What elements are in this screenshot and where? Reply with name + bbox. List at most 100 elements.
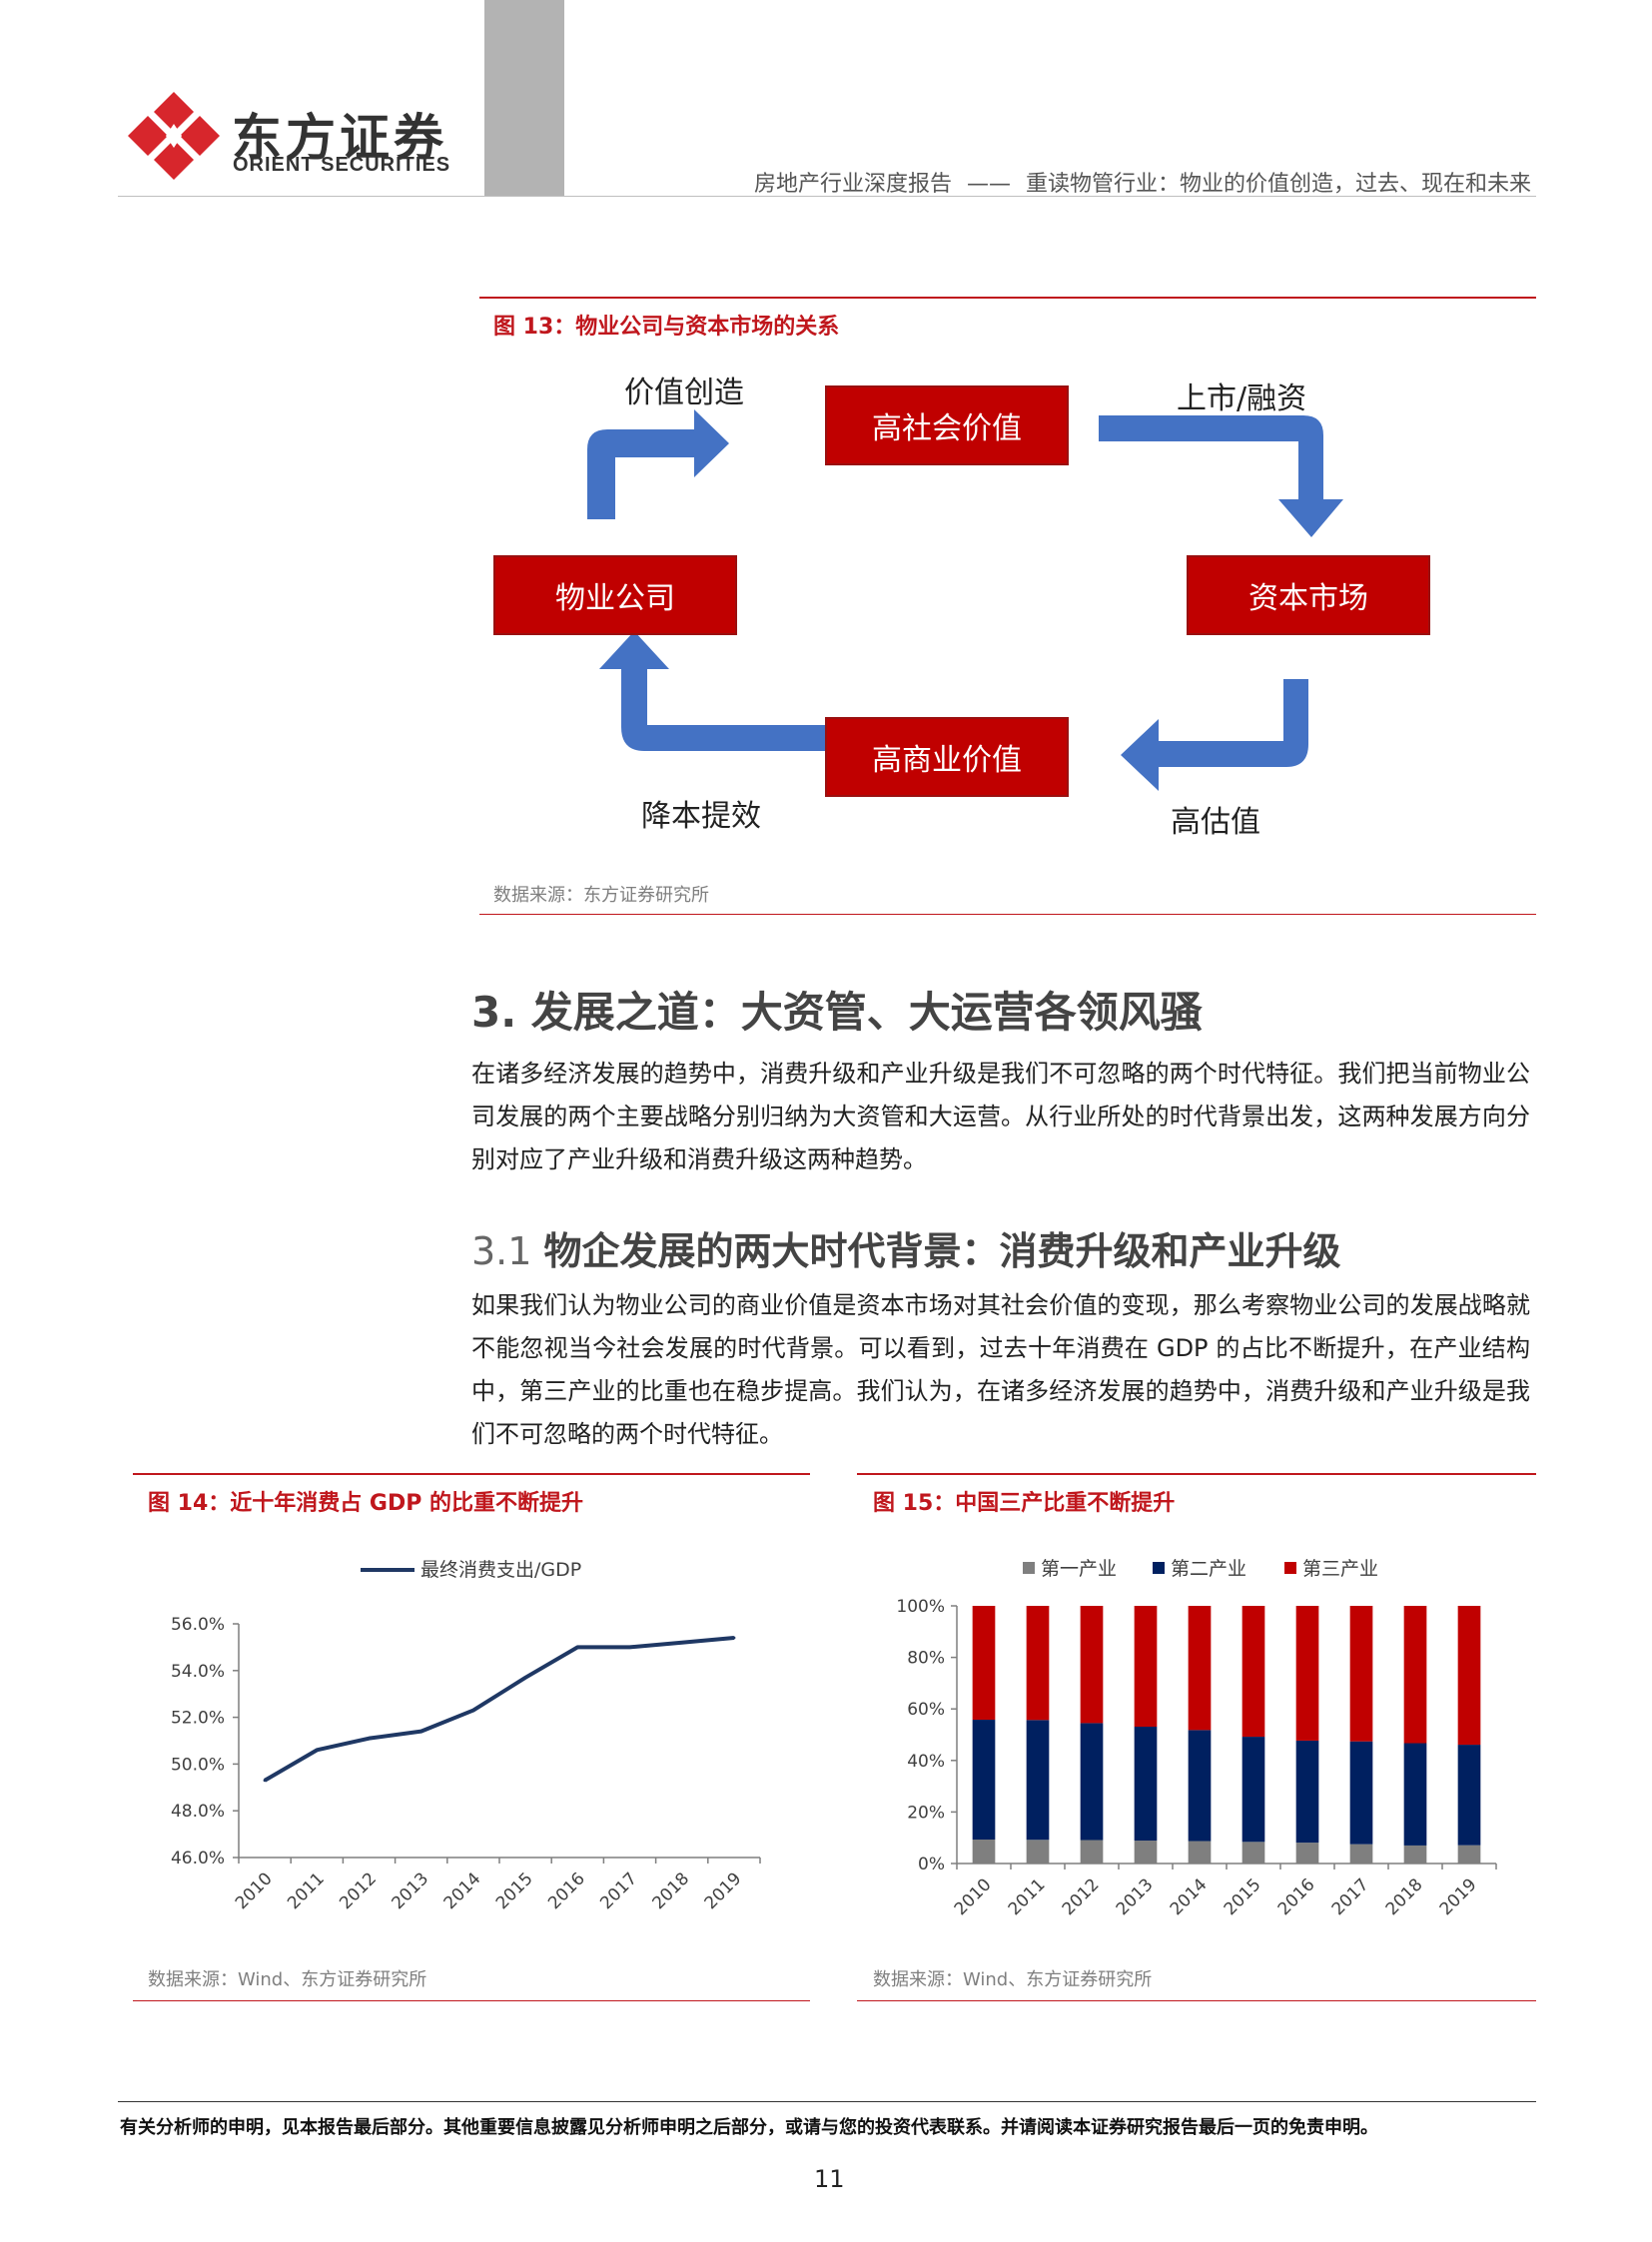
arrow-listing-icon (1099, 415, 1343, 537)
fig15-bar-tertiary (972, 1606, 996, 1721)
fig15-x-tick-label: 2015 (1221, 1874, 1265, 1919)
fig15-legend-label: 第三产业 (1302, 1558, 1378, 1580)
section3-paragraph: 在诸多经济发展的趋势中，消费升级和产业升级是我们不可忽略的两个时代特征。我们把当… (471, 1060, 1530, 1173)
fig14-data-point (368, 1737, 371, 1741)
fig14-y-tick-label: 48.0% (171, 1802, 225, 1822)
fig15-x-tick-label: 2010 (951, 1874, 996, 1919)
fig14-x-tick-label: 2014 (440, 1868, 485, 1913)
fig15-bar-primary (1403, 1845, 1427, 1864)
fig15-bar-secondary (1241, 1737, 1265, 1843)
fig15-bar-secondary (1349, 1741, 1373, 1845)
fig15-y-tick-label: 80% (907, 1649, 945, 1669)
label-cost-reduction: 降本提效 (641, 799, 761, 834)
fig15-bar-secondary (1188, 1730, 1212, 1842)
fig15-bar-primary (1241, 1842, 1265, 1864)
fig15-x-tick-label: 2016 (1274, 1874, 1319, 1919)
section31-paragraph: 如果我们认为物业公司的商业价值是资本市场对其社会价值的变现，那么考察物业公司的发… (471, 1291, 1530, 1448)
fig15-top-rule (857, 1473, 1536, 1475)
fig15-x-tick-label: 2014 (1167, 1874, 1212, 1919)
section3-heading: 3. 发展之道：大资管、大运营各领风骚 (471, 988, 1203, 1037)
label-high-valuation: 高估值 (1171, 805, 1260, 840)
fig15-bar-secondary (1403, 1743, 1427, 1846)
box-high-commercial-value: 高商业价值 (825, 717, 1069, 797)
box-high-social-value: 高社会价值 (825, 385, 1069, 465)
fig14-x-tick-label: 2019 (701, 1868, 746, 1913)
fig14-data-point (523, 1676, 527, 1680)
fig14-line-chart: 46.0%48.0%50.0%52.0%54.0%56.0%2010 2011 20… (171, 1559, 761, 1913)
fig13-bottom-rule (479, 914, 1536, 915)
fig15-y-tick-label: 60% (907, 1700, 945, 1720)
section31-title: 物企发展的两大时代背景：消费升级和产业升级 (543, 1229, 1341, 1273)
header-divider (118, 196, 1536, 197)
fig14-data-point (315, 1748, 319, 1752)
fig15-bar-secondary (1026, 1720, 1050, 1841)
fig15-x-tick-label: 2018 (1382, 1874, 1427, 1919)
arrow-cost-reduction-icon (599, 631, 829, 751)
fig15-source: 数据来源：Wind、东方证券研究所 (873, 1969, 1153, 1990)
fig15-bar-tertiary (1134, 1606, 1158, 1728)
fig15-bar-primary (1134, 1841, 1158, 1864)
fig14-y-tick-label: 56.0% (171, 1615, 225, 1635)
fig15-y-tick-label: 0% (918, 1855, 945, 1874)
logo-english: ORIENT SECURITIES (233, 154, 451, 176)
fig15-legend-label: 第二产业 (1171, 1558, 1246, 1580)
fig13-top-rule (479, 297, 1536, 299)
fig15-bar-tertiary (1080, 1606, 1104, 1724)
fig15-bar-primary (1080, 1840, 1104, 1864)
fig14-data-point (419, 1730, 423, 1734)
page-number: 11 (814, 2165, 845, 2193)
fig15-y-tick-label: 100% (896, 1597, 945, 1617)
fig15-x-tick-label: 2019 (1436, 1874, 1481, 1919)
section31-heading: 3.1 物企发展的两大时代背景：消费升级和产业升级 (471, 1220, 1341, 1275)
fig14-x-tick-label: 2017 (596, 1868, 641, 1913)
fig15-bar-secondary (1134, 1727, 1158, 1842)
footer-divider (118, 2101, 1536, 2102)
box-property-company: 物业公司 (493, 555, 737, 635)
fig14-x-tick-label: 2012 (336, 1868, 381, 1913)
fig13-arrows (587, 409, 1343, 791)
fig15-bar-tertiary (1403, 1606, 1427, 1744)
fig15-bar-secondary (1080, 1723, 1104, 1841)
header-tab-decoration (484, 0, 564, 196)
arrow-valuation-icon (1121, 679, 1308, 791)
fig15-legend-swatch (1153, 1562, 1165, 1574)
fig14-top-rule (133, 1473, 810, 1475)
fig14-x-tick-label: 2015 (492, 1868, 537, 1913)
logo-chinese: 东方证券 (232, 109, 447, 167)
fig15-legend-label: 第一产业 (1041, 1558, 1117, 1580)
fig15-y-tick-label: 40% (907, 1752, 945, 1772)
fig15-bar-secondary (1457, 1745, 1481, 1846)
fig14-source: 数据来源：Wind、东方证券研究所 (148, 1969, 427, 1990)
report-type: 房地产行业深度报告 (754, 172, 953, 197)
fig14-data-point (628, 1645, 631, 1649)
fig15-bar-tertiary (1457, 1606, 1481, 1746)
fig15-bar-secondary (972, 1720, 996, 1841)
fig15-bar-primary (1457, 1845, 1481, 1864)
fig15-bar-primary (972, 1840, 996, 1864)
header: 东方证券 ORIENT SECURITIES 房地产行业深度报告 —— 重读物管… (0, 0, 1652, 200)
section31-number: 3.1 (471, 1229, 532, 1273)
fig15-legend-swatch (1023, 1562, 1035, 1574)
fig14-x-tick-label: 2016 (544, 1868, 589, 1913)
label-listing-financing: 上市/融资 (1177, 381, 1307, 416)
fig15-bar-primary (1295, 1843, 1319, 1864)
fig14-data-point (575, 1645, 579, 1649)
fig14-y-tick-label: 52.0% (171, 1709, 225, 1729)
fig14-legend-label: 最终消费支出/GDP (420, 1559, 581, 1581)
fig15-x-tick-label: 2013 (1113, 1874, 1158, 1919)
header-report-title: 房地产行业深度报告 —— 重读物管行业：物业的价值创造，过去、现在和未来 (754, 166, 1531, 198)
fig15-stacked-bar-chart: 0%20%40%60%80%100%2010 2011 2012 2013 2014 20… (896, 1558, 1497, 1919)
fig15-bottom-rule (857, 2000, 1536, 2001)
fig15-x-tick-label: 2011 (1005, 1874, 1050, 1919)
fig15-bar-primary (1188, 1841, 1212, 1864)
fig14-data-point (680, 1641, 684, 1645)
fig14-title: 图 14：近十年消费占 GDP 的比重不断提升 (148, 1491, 584, 1516)
fig15-bar-primary (1026, 1840, 1050, 1864)
fig15-bar-tertiary (1026, 1606, 1050, 1721)
fig14-x-tick-label: 2010 (232, 1868, 277, 1913)
fig15-bar-tertiary (1295, 1606, 1319, 1741)
fig15-bar-tertiary (1241, 1606, 1265, 1738)
orient-logo-icon (128, 92, 220, 180)
fig14-x-tick-label: 2013 (389, 1868, 433, 1913)
fig14-data-point (471, 1709, 475, 1713)
